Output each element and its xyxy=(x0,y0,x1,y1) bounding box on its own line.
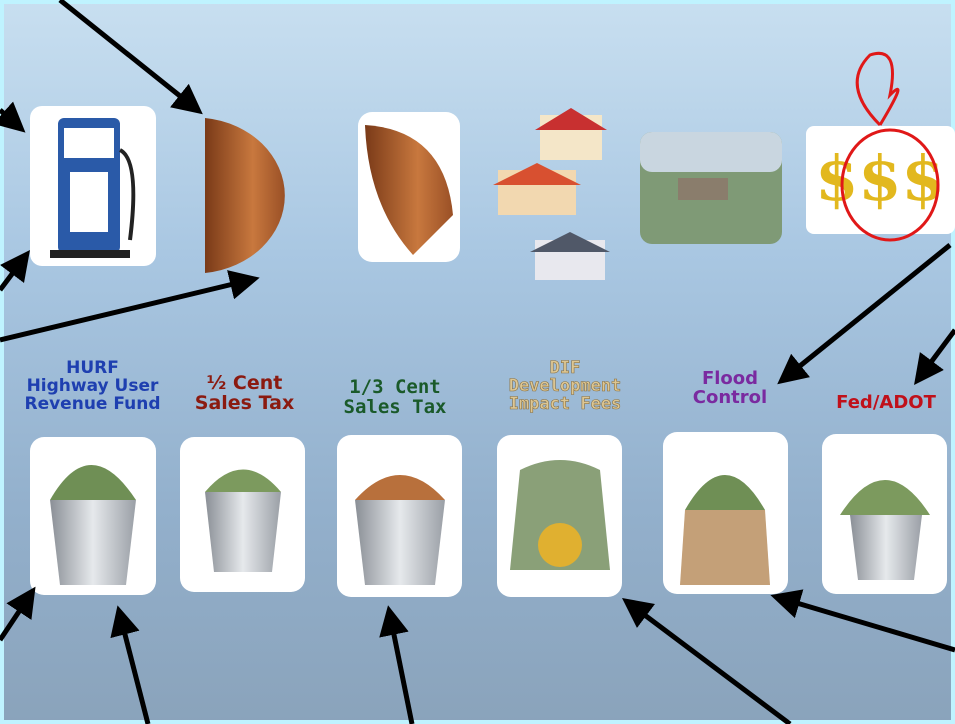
label-line: Revenue Fund xyxy=(10,396,175,414)
label-line: Highway User xyxy=(10,378,175,396)
fund-label: Flood Control xyxy=(670,370,790,408)
label-line: ½ Cent xyxy=(172,374,317,394)
buckets xyxy=(30,432,947,597)
label-line: 1/3 Cent xyxy=(320,378,470,398)
fund-label: 1/3 Cent Sales Tax xyxy=(320,378,470,418)
drainage-photo xyxy=(640,132,782,244)
penny-half xyxy=(205,118,285,273)
label-line: Development xyxy=(480,378,650,396)
label-line: Control xyxy=(670,389,790,408)
label-line: Fed/ADOT xyxy=(820,394,952,413)
fund-label: Fed/ADOT xyxy=(820,394,952,413)
fund-label: HURF Highway User Revenue Fund xyxy=(10,360,175,414)
slide: $$$ HURF Highway User Revenue Fund ½ Cen… xyxy=(0,0,955,724)
penny-slice xyxy=(358,112,460,262)
label-line: Sales Tax xyxy=(172,394,317,414)
money-sack: $$$ xyxy=(806,53,955,240)
label-line: Impact Fees xyxy=(480,396,650,414)
svg-text:$$$: $$$ xyxy=(815,142,944,215)
fund-label: DIF Development Impact Fees xyxy=(480,360,650,414)
label-line: Sales Tax xyxy=(320,398,470,418)
gas-pump xyxy=(30,106,156,266)
fund-label: ½ Cent Sales Tax xyxy=(172,374,317,414)
houses xyxy=(493,108,610,280)
